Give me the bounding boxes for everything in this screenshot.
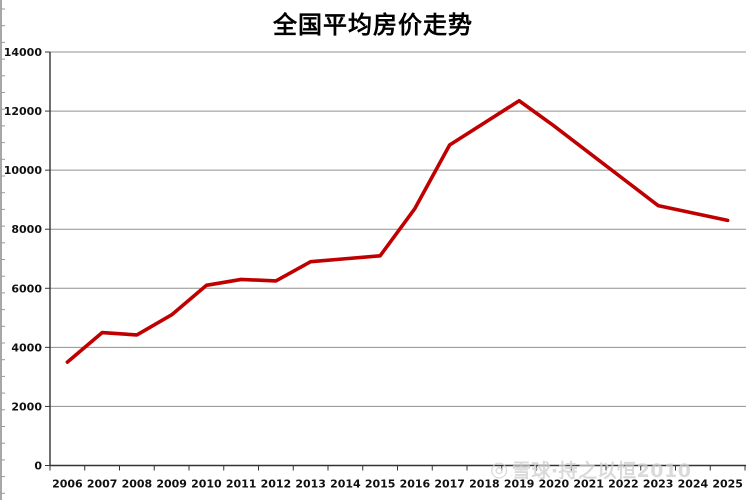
x-axis-tick-label: 2016 [400,478,431,491]
x-axis-tick-label: 2018 [469,478,500,491]
x-axis-tick-label: 2012 [261,478,292,491]
x-axis-tick-label: 2007 [87,478,118,491]
x-axis-tick-label: 2023 [643,478,674,491]
y-axis-tick-label: 12000 [4,105,43,118]
x-axis-tick-label: 2022 [608,478,639,491]
y-axis-tick-label: 6000 [11,282,42,295]
x-axis-tick-label: 2021 [573,478,604,491]
y-axis-tick-label: 4000 [11,341,42,354]
x-axis-tick-label: 2025 [712,478,743,491]
x-axis-tick-label: 2015 [365,478,396,491]
x-axis-tick-label: 2011 [226,478,257,491]
y-axis-tick-label: 8000 [11,223,42,236]
x-axis-tick-label: 2006 [52,478,83,491]
x-axis-tick-label: 2020 [539,478,570,491]
x-axis-tick-label: 2017 [434,478,465,491]
x-axis-tick-label: 2008 [122,478,153,491]
x-axis-tick-label: 2010 [191,478,222,491]
price-trend-line [65,98,730,364]
x-axis-tick-label: 2014 [330,478,361,491]
x-axis-tick-label: 2013 [295,478,326,491]
y-axis-tick-label: 2000 [11,400,42,413]
y-axis-tick-label: 10000 [4,164,43,177]
chart-title: 全国平均房价走势 [273,10,473,39]
x-axis-tick-label: 2009 [156,478,187,491]
x-axis-tick-label: 2019 [504,478,535,491]
y-axis-tick-label: 0 [34,460,42,473]
y-axis-tick-label: 14000 [4,46,43,59]
x-axis-tick-label: 2024 [678,478,709,491]
